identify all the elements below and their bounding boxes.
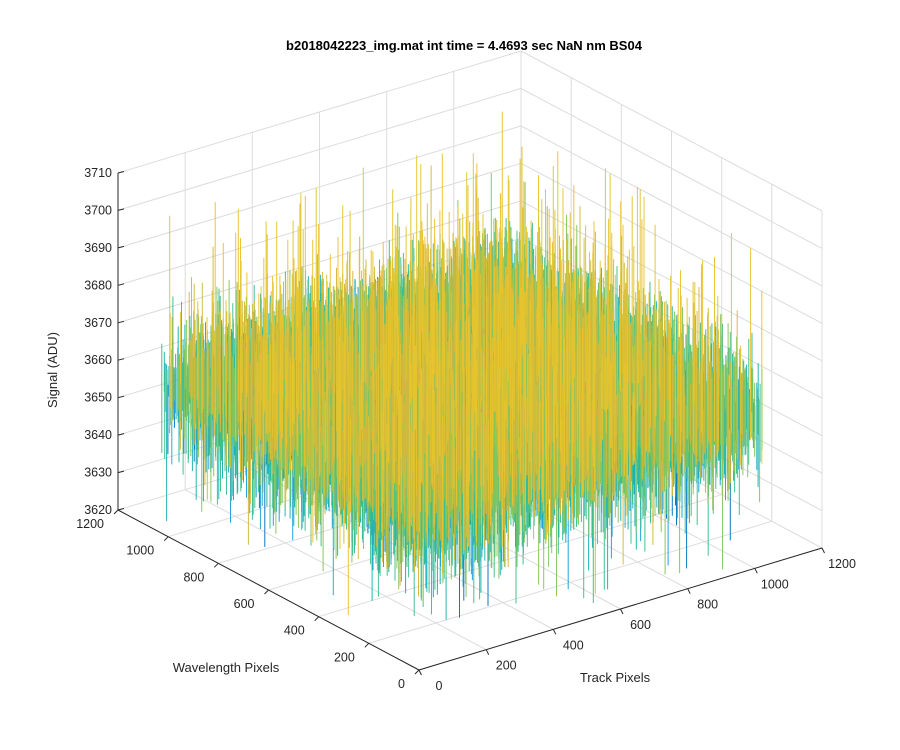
z-tick-label: 3670 <box>84 316 112 330</box>
x-tick-label: 0 <box>436 679 443 693</box>
x-tick-label: 200 <box>496 659 517 673</box>
y-tick-label: 800 <box>183 570 204 584</box>
y-tick-label: 200 <box>334 650 355 664</box>
y-tick-label: 1200 <box>76 517 104 531</box>
y-tick-label: 600 <box>234 597 255 611</box>
y-tick-label: 1000 <box>126 544 154 558</box>
z-tick-label: 3700 <box>84 203 112 217</box>
x-tick-label: 600 <box>630 618 651 632</box>
tick-labels: 0 200 400 600 800 1000 1200 0 200 400 600 800 1000 12… <box>76 166 856 693</box>
z-tick-label: 3650 <box>84 391 112 405</box>
x-tick-label: 1200 <box>828 557 856 571</box>
y-axis-label: Wavelength Pixels <box>173 660 280 675</box>
z-tick-label: 3710 <box>84 166 112 180</box>
z-tick-label: 3630 <box>84 466 112 480</box>
z-tick-label: 3680 <box>84 278 112 292</box>
x-axis-label: Track Pixels <box>580 670 651 685</box>
y-tick-label: 0 <box>398 677 405 691</box>
x-tick-label: 1000 <box>761 577 789 591</box>
chart-title: b2018042223_img.mat int time = 4.4693 se… <box>286 38 643 53</box>
x-tick-label: 400 <box>563 638 584 652</box>
y-tick-label: 400 <box>284 624 305 638</box>
noise-surface <box>161 111 763 620</box>
z-axis-label: Signal (ADU) <box>45 332 60 408</box>
z-tick-label: 3620 <box>84 503 112 517</box>
z-tick-label: 3690 <box>84 241 112 255</box>
x-tick-label: 800 <box>697 598 718 612</box>
z-tick-label: 3640 <box>84 428 112 442</box>
z-tick-label: 3660 <box>84 353 112 367</box>
surface-strokes-6 <box>169 111 763 616</box>
tick-marks <box>113 171 825 676</box>
